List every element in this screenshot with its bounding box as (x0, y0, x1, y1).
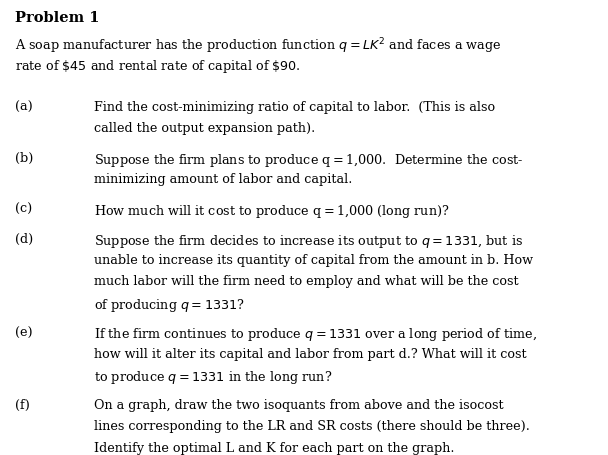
Text: Suppose the firm decides to increase its output to $q = 1331$, but is: Suppose the firm decides to increase its… (94, 232, 523, 249)
Text: If the firm continues to produce $q = 1331$ over a long period of time,: If the firm continues to produce $q = 13… (94, 326, 537, 343)
Text: minimizing amount of labor and capital.: minimizing amount of labor and capital. (94, 173, 353, 186)
Text: Problem 1: Problem 1 (15, 11, 100, 25)
Text: (b): (b) (15, 152, 33, 165)
Text: Suppose the firm plans to produce q$=$1,000.  Determine the cost-: Suppose the firm plans to produce q$=$1,… (94, 152, 524, 168)
Text: On a graph, draw the two isoquants from above and the isocost: On a graph, draw the two isoquants from … (94, 398, 504, 411)
Text: how will it alter its capital and labor from part d.? What will it cost: how will it alter its capital and labor … (94, 347, 527, 360)
Text: lines corresponding to the LR and SR costs (there should be three).: lines corresponding to the LR and SR cos… (94, 420, 530, 433)
Text: called the output expansion path).: called the output expansion path). (94, 122, 316, 135)
Text: Find the cost-minimizing ratio of capital to labor.  (This is also: Find the cost-minimizing ratio of capita… (94, 101, 496, 114)
Text: of producing $q = 1331$?: of producing $q = 1331$? (94, 296, 245, 313)
Text: much labor will the firm need to employ and what will be the cost: much labor will the firm need to employ … (94, 275, 519, 288)
Text: rate of $\$45$ and rental rate of capital of $\$90$.: rate of $\$45$ and rental rate of capita… (15, 58, 300, 75)
Text: (f): (f) (15, 398, 30, 411)
Text: (c): (c) (15, 202, 32, 216)
Text: (a): (a) (15, 101, 33, 114)
Text: How much will it cost to produce q$=$1,000 (long run)?: How much will it cost to produce q$=$1,0… (94, 202, 450, 219)
Text: unable to increase its quantity of capital from the amount in b. How: unable to increase its quantity of capit… (94, 253, 533, 267)
Text: to produce $q = 1331$ in the long run?: to produce $q = 1331$ in the long run? (94, 369, 333, 385)
Text: A soap manufacturer has the production function $q = LK^2$ and faces a wage: A soap manufacturer has the production f… (15, 36, 502, 56)
Text: (e): (e) (15, 326, 33, 339)
Text: Identify the optimal L and K for each part on the graph.: Identify the optimal L and K for each pa… (94, 441, 455, 454)
Text: (d): (d) (15, 232, 33, 245)
